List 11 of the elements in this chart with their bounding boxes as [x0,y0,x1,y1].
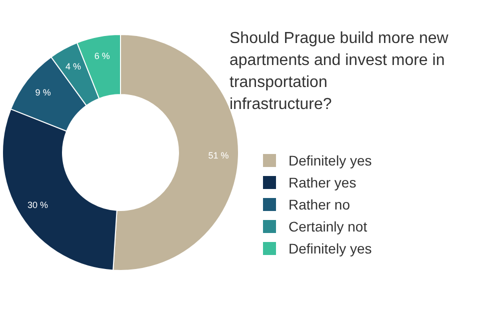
legend-label: Rather no [288,196,350,212]
legend-label: Rather yes [288,174,356,190]
data-label: 4 % [66,62,82,72]
data-label: 51 % [208,150,229,161]
slice-label: Definitely yes [288,240,372,256]
data-label: 30 % [28,200,48,210]
legend-label: Definitely yes [288,152,372,168]
data-label: 6 % [94,51,110,62]
data-label: 9 % [35,87,51,98]
text: Should Prague build more new apartments and invest more in transportation infrastructure? [230,30,449,113]
legend-label: Certainly not [288,218,368,234]
